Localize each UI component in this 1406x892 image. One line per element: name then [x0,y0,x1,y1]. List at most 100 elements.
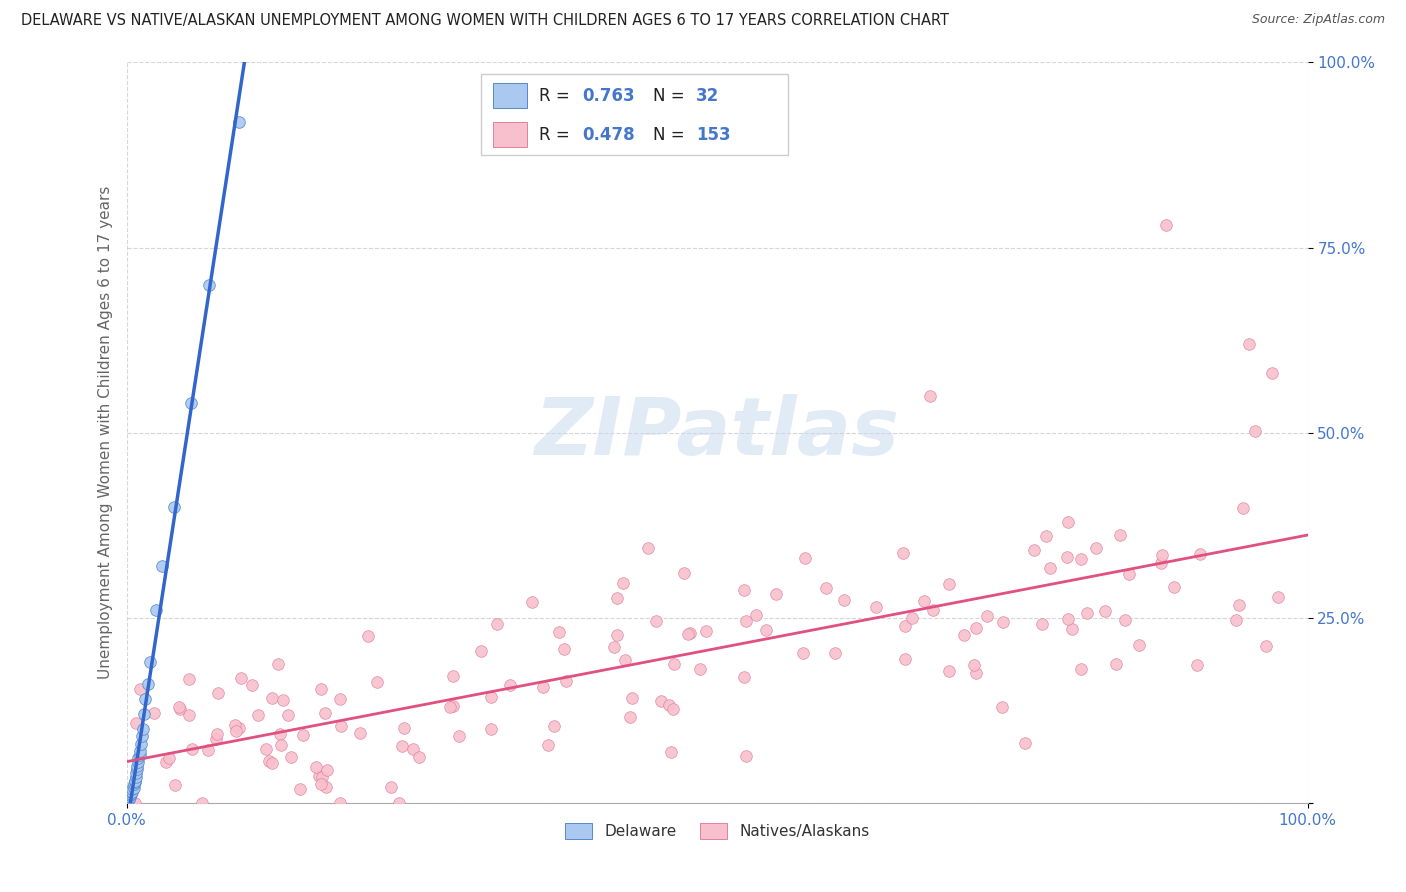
Point [650,694,672,708]
Point [181,742,204,756]
Point [125,766,148,780]
Point [543,719,565,733]
Point [441,668,464,682]
Point [619,710,641,724]
Point [922,603,945,617]
Point [127,763,149,777]
Point [1039,561,1062,575]
Point [391,739,413,754]
Point [311,770,333,784]
Point [441,699,464,714]
Point [225,724,247,739]
Point [938,576,960,591]
Point [1105,657,1128,671]
Point [124,775,146,789]
Point [1267,590,1289,604]
Point [120,785,142,799]
Point [1256,639,1278,653]
Point [260,756,283,770]
Point [1056,612,1078,626]
Point [1163,580,1185,594]
Point [180,396,202,410]
Text: ZIPatlas: ZIPatlas [534,393,900,472]
Point [205,727,228,741]
Point [1237,336,1260,351]
Point [734,748,756,763]
Point [169,700,191,714]
Point [240,678,263,692]
Point [120,789,142,804]
Point [614,653,637,667]
Point [127,758,149,772]
Point [134,692,156,706]
Point [229,671,252,685]
Point [329,796,352,810]
Point [366,675,388,690]
Point [305,759,328,773]
Point [330,719,353,733]
Point [953,628,976,642]
Point [224,717,246,731]
Point [976,608,998,623]
Point [120,789,142,803]
Point [125,715,148,730]
Point [1109,528,1132,542]
Point [893,619,915,633]
Point [1189,547,1212,561]
Point [309,777,332,791]
Point [1261,367,1284,381]
Point [865,599,887,614]
Point [269,727,291,741]
Point [125,770,148,784]
Point [122,777,145,791]
Point [128,744,150,758]
Point [938,665,960,679]
Point [1035,529,1057,543]
Point [1150,556,1173,570]
Point [129,737,152,751]
Point [177,672,200,686]
Point [1070,551,1092,566]
Point [824,646,846,660]
Point [891,546,914,560]
Point [292,728,315,742]
Point [277,707,299,722]
Point [179,707,201,722]
Y-axis label: Unemployment Among Women with Children Ages 6 to 17 years: Unemployment Among Women with Children A… [97,186,112,680]
Point [197,743,219,757]
Point [606,628,628,642]
Point [190,796,212,810]
Point [965,665,987,680]
Point [329,692,352,706]
Point [678,627,700,641]
Point [228,114,250,128]
Point [479,723,502,737]
Legend: Delaware, Natives/Alaskans: Delaware, Natives/Alaskans [557,815,877,847]
Point [128,681,150,696]
Point [1128,638,1150,652]
Point [962,658,984,673]
Point [1244,424,1267,438]
Point [658,698,681,713]
Point [1154,219,1177,233]
Point [695,624,717,638]
Point [918,388,941,402]
Point [142,706,165,721]
Point [735,614,758,628]
Point [128,747,150,762]
Point [121,782,143,797]
Point [134,706,156,721]
Point [991,700,1014,714]
Point [247,708,270,723]
Point [131,729,153,743]
Point [965,621,987,635]
Point [659,745,682,759]
Point [124,773,146,788]
Point [1056,550,1078,565]
Point [1031,617,1053,632]
Point [127,755,149,769]
Point [290,781,312,796]
Point [744,607,766,622]
Point [122,780,145,795]
Point [689,662,711,676]
